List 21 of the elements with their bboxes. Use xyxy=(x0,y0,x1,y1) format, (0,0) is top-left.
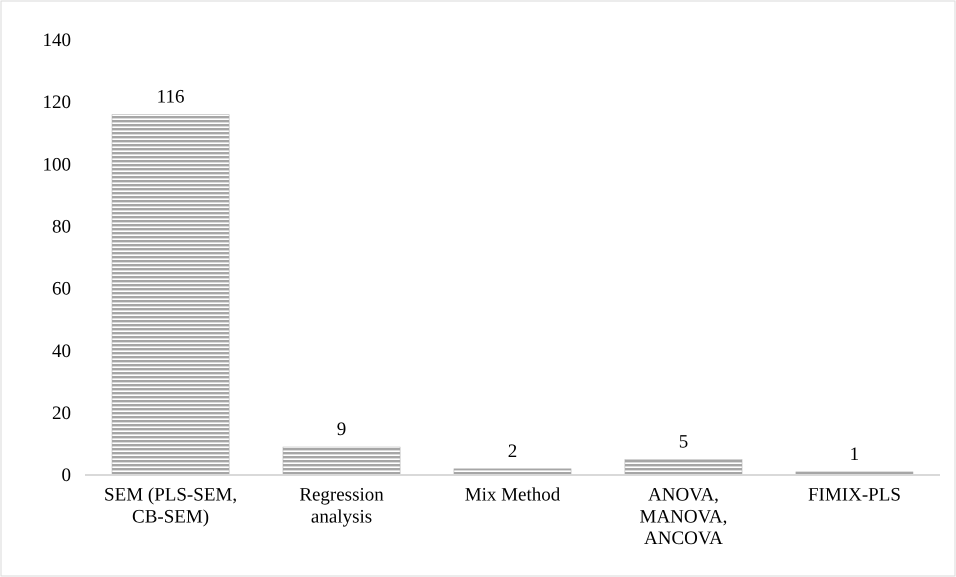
bar xyxy=(624,459,742,476)
bar xyxy=(112,114,230,476)
bar xyxy=(282,446,400,476)
y-tick-label: 20 xyxy=(52,402,71,424)
y-tick-label: 140 xyxy=(42,30,71,52)
y-tick-label: 100 xyxy=(42,154,71,176)
y-tick-label: 60 xyxy=(52,278,71,300)
data-label: 1 xyxy=(850,444,860,465)
y-tick-label: 0 xyxy=(62,465,71,486)
data-label: 9 xyxy=(336,419,346,440)
x-tick-label: ANOVA, MANOVA, ANCOVA xyxy=(640,484,728,550)
x-tick-label: FIMIX-PLS xyxy=(808,484,901,506)
y-tick-label: 40 xyxy=(52,340,71,362)
y-tick-label: 80 xyxy=(52,216,71,238)
x-tick-label: Regression analysis xyxy=(299,484,384,528)
x-tick-label: Mix Method xyxy=(464,484,561,506)
data-label: 5 xyxy=(678,431,688,452)
y-tick-label: 120 xyxy=(42,92,71,114)
x-tick-label: SEM (PLS-SEM, CB-SEM) xyxy=(104,484,238,528)
data-label: 116 xyxy=(156,86,184,108)
data-label: 2 xyxy=(508,440,518,462)
